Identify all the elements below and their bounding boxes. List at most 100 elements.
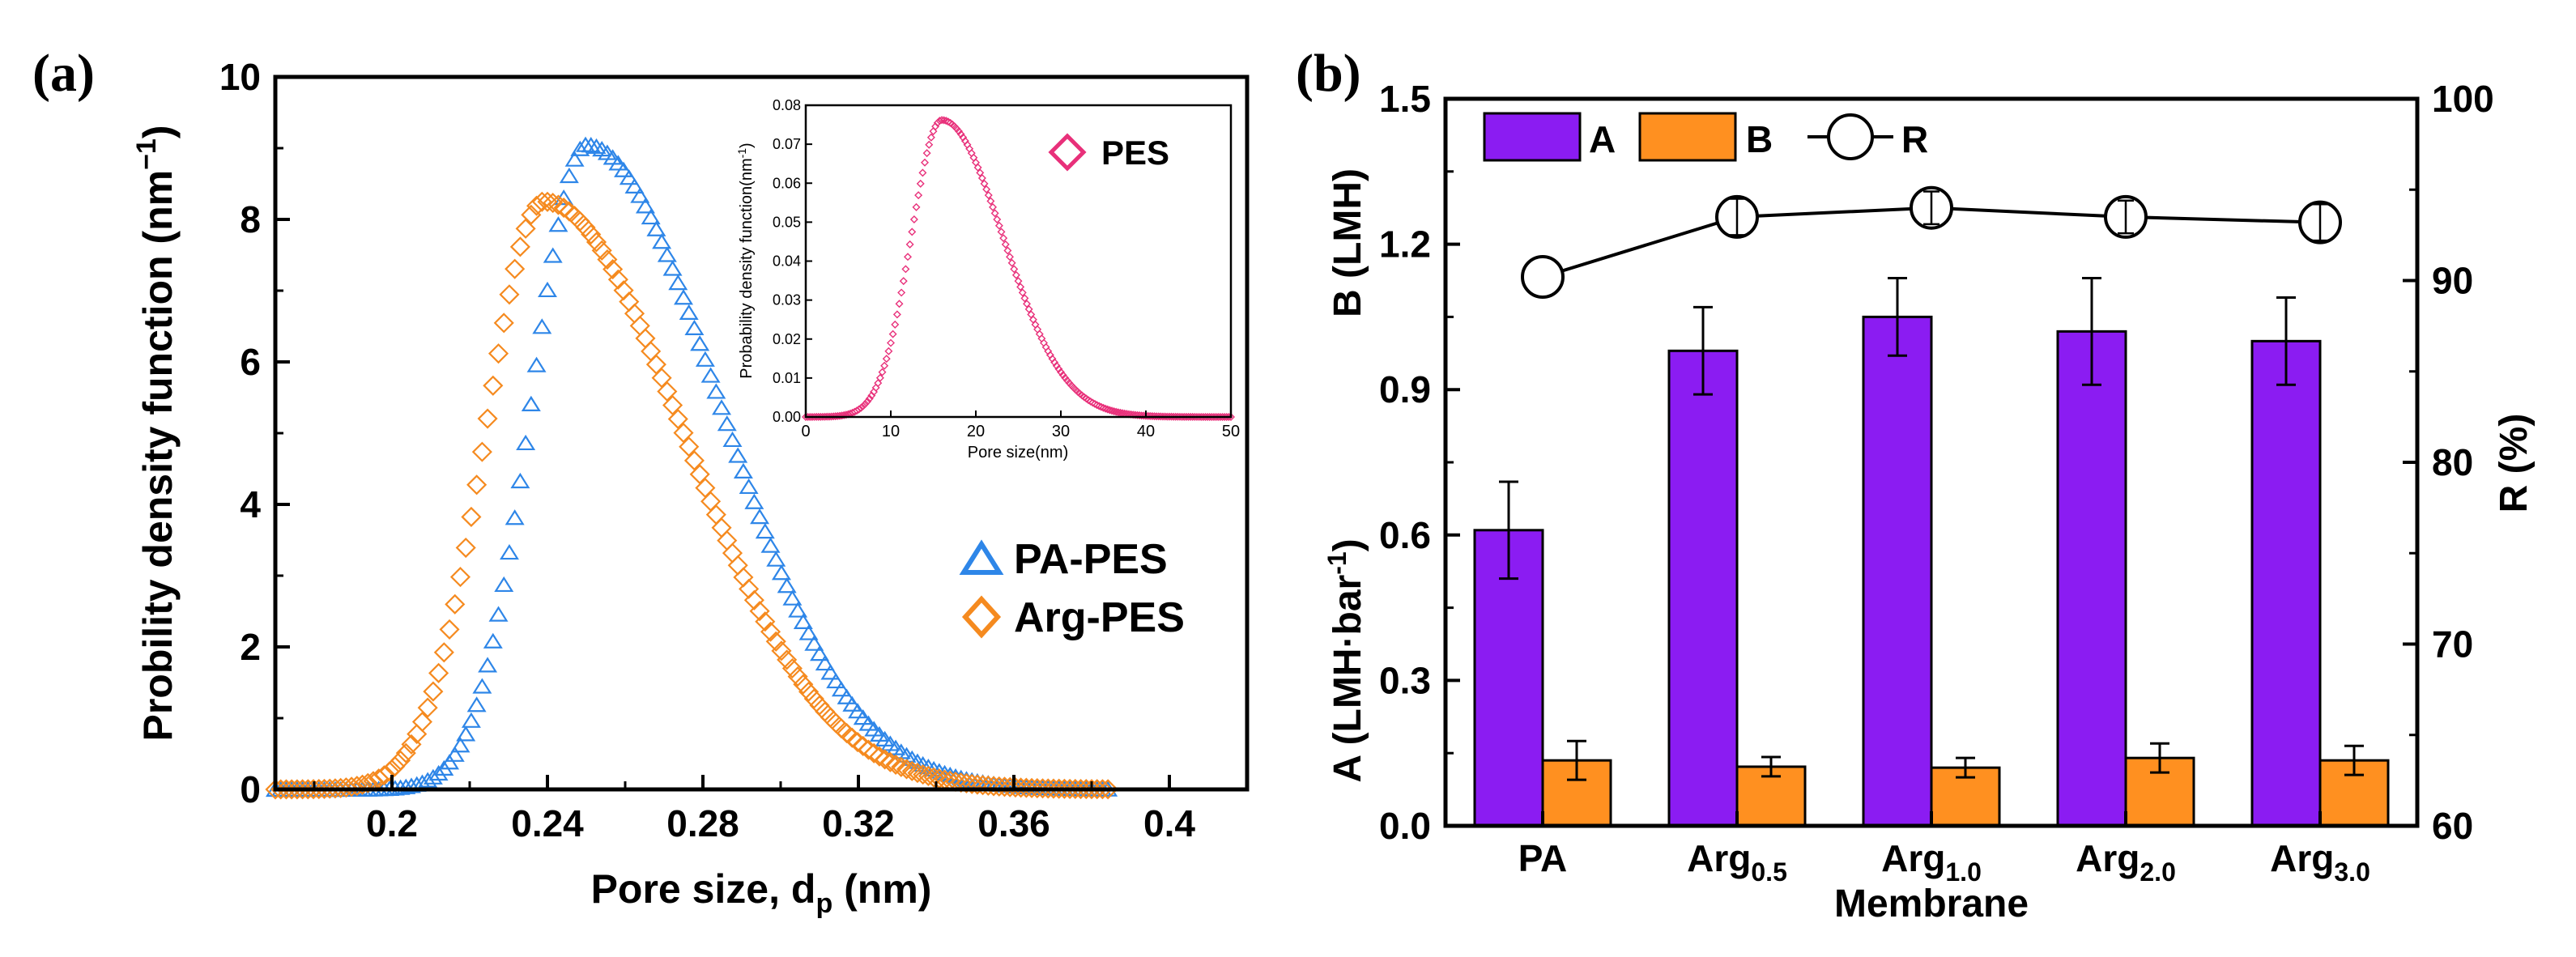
data-point — [683, 450, 705, 471]
inset-data-point — [905, 240, 914, 249]
data-point — [319, 778, 340, 799]
data-point — [755, 523, 775, 539]
inset-data-point — [837, 411, 846, 420]
data-point — [581, 137, 601, 153]
inset-legend-diamond-icon — [1048, 133, 1087, 172]
data-point — [347, 776, 368, 797]
data-point — [885, 754, 906, 775]
legend-arg-pes-label: Arg-PES — [1014, 594, 1185, 641]
data-point — [483, 375, 504, 396]
data-point — [543, 193, 564, 214]
y-tick-label: 0.6 — [1379, 514, 1431, 556]
inset-data-point — [984, 191, 993, 200]
data-point — [771, 640, 792, 661]
inset-data-point — [977, 174, 986, 182]
data-point — [635, 198, 655, 214]
inset-data-point — [908, 228, 917, 236]
inset-y-tick-label: 0.02 — [773, 331, 801, 347]
panel-b-left-y-label-b: B (LMH) — [1326, 168, 1369, 317]
data-point — [1097, 779, 1118, 800]
y-tick-label: 0.0 — [1379, 805, 1431, 847]
inset-data-point — [1092, 401, 1101, 410]
data-point — [662, 394, 683, 416]
data-point — [466, 696, 487, 712]
inset-data-point — [857, 403, 866, 412]
inset-data-point — [1018, 288, 1027, 297]
inset-data-point — [925, 140, 934, 149]
inset-y-tick-label: 0.06 — [773, 175, 801, 191]
inset-series-pes — [802, 116, 1235, 421]
bar-a — [2056, 330, 2127, 827]
data-point — [510, 472, 530, 489]
data-point — [428, 662, 449, 683]
inset-x-ticks: 0 10 20 30 40 50 — [801, 410, 1240, 440]
x-tick-label: 0.4 — [1143, 802, 1195, 844]
data-point — [624, 177, 645, 194]
y-tick-label: 2 — [240, 626, 261, 668]
data-point — [341, 776, 362, 798]
data-point — [357, 772, 378, 793]
data-point — [499, 543, 519, 560]
inset-data-point — [999, 234, 1008, 243]
category-label: PA — [1518, 837, 1568, 879]
data-point — [543, 247, 563, 263]
category-label: Arg3.0 — [2270, 837, 2370, 887]
data-point — [390, 750, 411, 771]
inset-data-point — [1010, 265, 1019, 274]
inset-data-point — [912, 202, 921, 211]
panel-b-legend: A B R — [1483, 112, 1928, 162]
data-point — [428, 764, 449, 781]
data-point — [309, 779, 330, 800]
data-point — [499, 284, 520, 305]
inset-data-point — [854, 405, 863, 414]
inset-data-point — [1020, 294, 1029, 303]
data-point — [662, 260, 683, 276]
inset-data-point — [1099, 403, 1108, 412]
data-point — [445, 593, 466, 615]
data-point — [913, 764, 934, 785]
data-point — [494, 576, 514, 593]
data-point — [379, 761, 400, 782]
y2-tick-label: 80 — [2432, 441, 2473, 483]
legend-a-label: A — [1589, 118, 1616, 160]
data-point — [602, 258, 624, 280]
data-point — [538, 281, 557, 298]
data-point — [673, 423, 694, 444]
panel-b-left-y-label-a: A (LMH·bar-1) — [1322, 538, 1369, 782]
series-arg-pes — [265, 191, 1118, 800]
panel-b-category-labels: PA Arg0.5 Arg1.0 Arg2.0 Arg3.0 — [1518, 811, 2370, 887]
data-point — [739, 578, 760, 599]
data-point — [837, 688, 857, 704]
inset-data-point — [914, 191, 923, 200]
data-point — [635, 328, 656, 349]
inset-data-point — [863, 397, 872, 406]
inset-data-point — [1091, 399, 1099, 408]
panel-a-y-axis-label: Probility density function (nm−1) — [131, 125, 181, 742]
inset-data-point — [1088, 398, 1097, 407]
inset-data-point — [926, 133, 935, 142]
panel-b-bars — [1473, 277, 2390, 827]
data-point — [717, 530, 738, 551]
data-point — [739, 478, 759, 495]
data-point — [760, 537, 781, 553]
inset-data-point — [1057, 368, 1065, 376]
inset-data-point — [916, 179, 925, 188]
data-point — [684, 319, 705, 335]
data-point — [373, 765, 394, 786]
inset-data-point — [956, 130, 965, 138]
data-point — [532, 318, 552, 334]
inset-data-point — [990, 209, 999, 218]
data-point — [695, 351, 715, 367]
inset-data-point — [921, 158, 929, 167]
inset-data-point — [1054, 364, 1063, 373]
inset-data-point — [1007, 258, 1016, 267]
y2-tick-label: 60 — [2432, 805, 2473, 847]
inset-data-point — [909, 215, 918, 224]
data-point — [804, 635, 824, 651]
y-tick-label: 0 — [240, 768, 261, 810]
data-point — [793, 613, 813, 629]
inset-data-point — [994, 221, 1003, 230]
inset-data-point — [901, 265, 910, 274]
data-point — [879, 751, 901, 772]
data-point — [516, 434, 536, 451]
